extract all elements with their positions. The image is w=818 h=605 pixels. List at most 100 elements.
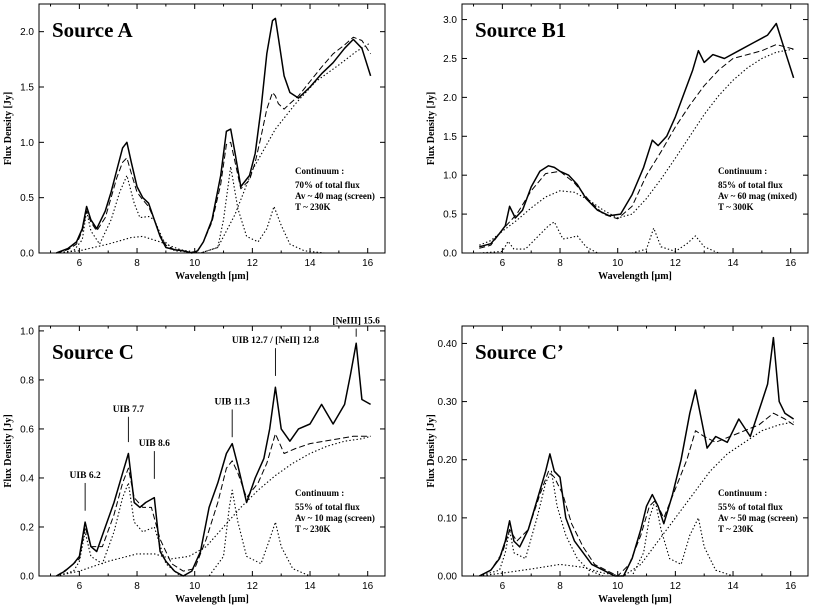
x-tick-label: 16 (362, 581, 374, 592)
x-tick-label: 14 (304, 258, 316, 269)
series-line-solid (479, 22, 795, 248)
series-line-dashed (56, 433, 371, 577)
plot-frame (461, 3, 809, 254)
feature-annotation: UIB 7.7 (113, 405, 144, 415)
continuum-note: Av ~ 10 mag (screen) (295, 513, 375, 523)
x-tick-label: 8 (134, 258, 140, 269)
chart-panel: 6 8 10 12 14 16 0.0 0.2 0.4 0.6 0.8 1.0 Wavelength [… (3, 317, 386, 605)
y-tick-label: 2.0 (443, 93, 457, 104)
series-line-dotted (479, 48, 794, 246)
y-tick-label: 0.20 (438, 455, 458, 466)
y-tick-label: 0.0 (20, 249, 34, 260)
continuum-note: 85% of total flux (718, 180, 783, 190)
x-tick-label: 6 (77, 258, 83, 269)
series-line-solid (478, 336, 795, 577)
continuum-note: 55% of total flux (295, 502, 360, 512)
feature-annotation: UIB 6.2 (70, 471, 101, 481)
continuum-note: Av ~ 50 mag (screen) (718, 513, 798, 523)
x-tick-label: 12 (670, 581, 682, 592)
y-tick-label: 1.0 (20, 326, 34, 337)
y-tick-label: 0.10 (438, 513, 458, 524)
y-tick-label: 0.0 (20, 572, 34, 583)
y-tick-label: 1.0 (443, 171, 457, 182)
x-tick-label: 6 (77, 581, 83, 592)
continuum-note: Continuum : (295, 166, 344, 176)
y-tick-label: 1.0 (20, 138, 34, 149)
y-axis-label: Flux Density [Jy] (426, 414, 437, 487)
series-line-solid (55, 342, 371, 577)
y-tick-label: 0.40 (438, 339, 458, 350)
chart-panel: 6 8 10 12 14 16 0.0 0.5 1.0 1.5 2.0 Wavelength [μm]… (3, 3, 386, 282)
panel-title: Source B1 (475, 18, 566, 42)
continuum-note: T ~ 230K (295, 202, 331, 212)
series-line-dashed (479, 44, 794, 249)
feature-annotation: UIB 8.6 (139, 439, 170, 449)
y-tick-label: 0.30 (438, 397, 458, 408)
y-axis-label: Flux Density [Jy] (426, 92, 437, 165)
continuum-note: Av ~ 60 mag (mixed) (718, 191, 797, 201)
feature-annotation: UIB 12.7 / [NeII] 12.8 (232, 336, 319, 346)
series-line-dotted (56, 435, 371, 577)
x-axis-label: Wavelength [μm] (598, 594, 672, 605)
y-tick-label: 0.00 (438, 572, 458, 583)
series-line-dashed (56, 36, 372, 254)
x-tick-label: 8 (557, 258, 563, 269)
y-tick-label: 0.2 (20, 522, 34, 533)
feature-annotation: [NeIII] 15.6 (332, 317, 380, 327)
x-tick-label: 10 (612, 581, 624, 592)
x-axis-label: Wavelength [μm] (175, 271, 249, 282)
chart-panel: 6 8 10 12 14 16 0.0 0.5 1.0 1.5 2.0 2.5 3.0 Wavelengt… (426, 3, 809, 282)
series-line-dotted (479, 421, 794, 577)
x-tick-label: 12 (247, 258, 259, 269)
x-tick-label: 14 (727, 581, 739, 592)
y-tick-label: 1.5 (20, 83, 34, 94)
continuum-note: Continuum : (718, 488, 767, 498)
y-tick-label: 2.5 (443, 54, 457, 65)
x-tick-label: 12 (247, 581, 259, 592)
plot-frame (461, 325, 809, 577)
panel-title: Source A (52, 18, 134, 42)
continuum-note: T ~ 230K (295, 524, 331, 534)
plot-frame (38, 3, 386, 254)
series-line-dashed (479, 412, 794, 577)
x-tick-label: 10 (189, 581, 201, 592)
continuum-note: T ~ 230K (718, 524, 754, 534)
plot-frame (38, 325, 386, 577)
chart-panel: 6 8 10 12 14 16 0.00 0.10 0.20 0.30 0.40 Wavelength… (426, 325, 809, 605)
x-axis-label: Wavelength [μm] (175, 594, 249, 605)
panel-title: Source C (52, 340, 134, 364)
y-tick-label: 0.5 (20, 193, 34, 204)
x-tick-label: 8 (557, 581, 563, 592)
y-tick-label: 3.0 (443, 15, 457, 26)
y-axis-label: Flux Density [Jy] (3, 414, 14, 487)
continuum-note: 70% of total flux (295, 180, 360, 190)
y-tick-label: 0.5 (443, 210, 457, 221)
x-tick-label: 10 (612, 258, 624, 269)
feature-annotation: UIB 11.3 (214, 397, 250, 407)
x-tick-label: 14 (304, 581, 316, 592)
series-line-dotted (56, 42, 371, 254)
y-tick-label: 1.5 (443, 132, 457, 143)
continuum-note: 55% of total flux (718, 502, 783, 512)
series-line-dotted (56, 482, 371, 577)
y-tick-label: 0.4 (20, 473, 34, 484)
y-tick-label: 2.0 (20, 27, 34, 38)
x-tick-label: 6 (500, 581, 506, 592)
x-tick-label: 16 (785, 258, 797, 269)
x-tick-label: 16 (785, 581, 797, 592)
series-line-dotted (479, 221, 794, 254)
x-tick-label: 14 (727, 258, 739, 269)
x-tick-label: 16 (362, 258, 374, 269)
continuum-note: Continuum : (718, 166, 767, 176)
x-tick-label: 10 (189, 258, 201, 269)
y-tick-label: 0.6 (20, 424, 34, 435)
y-axis-label: Flux Density [Jy] (3, 92, 14, 165)
panel-title: Source C’ (475, 340, 564, 364)
continuum-note: Continuum : (295, 488, 344, 498)
x-tick-label: 8 (134, 581, 140, 592)
y-tick-label: 0.0 (443, 249, 457, 260)
x-tick-label: 12 (670, 258, 682, 269)
continuum-note: T ~ 300K (718, 202, 754, 212)
continuum-note: Av ~ 40 mag (screen) (295, 191, 375, 201)
